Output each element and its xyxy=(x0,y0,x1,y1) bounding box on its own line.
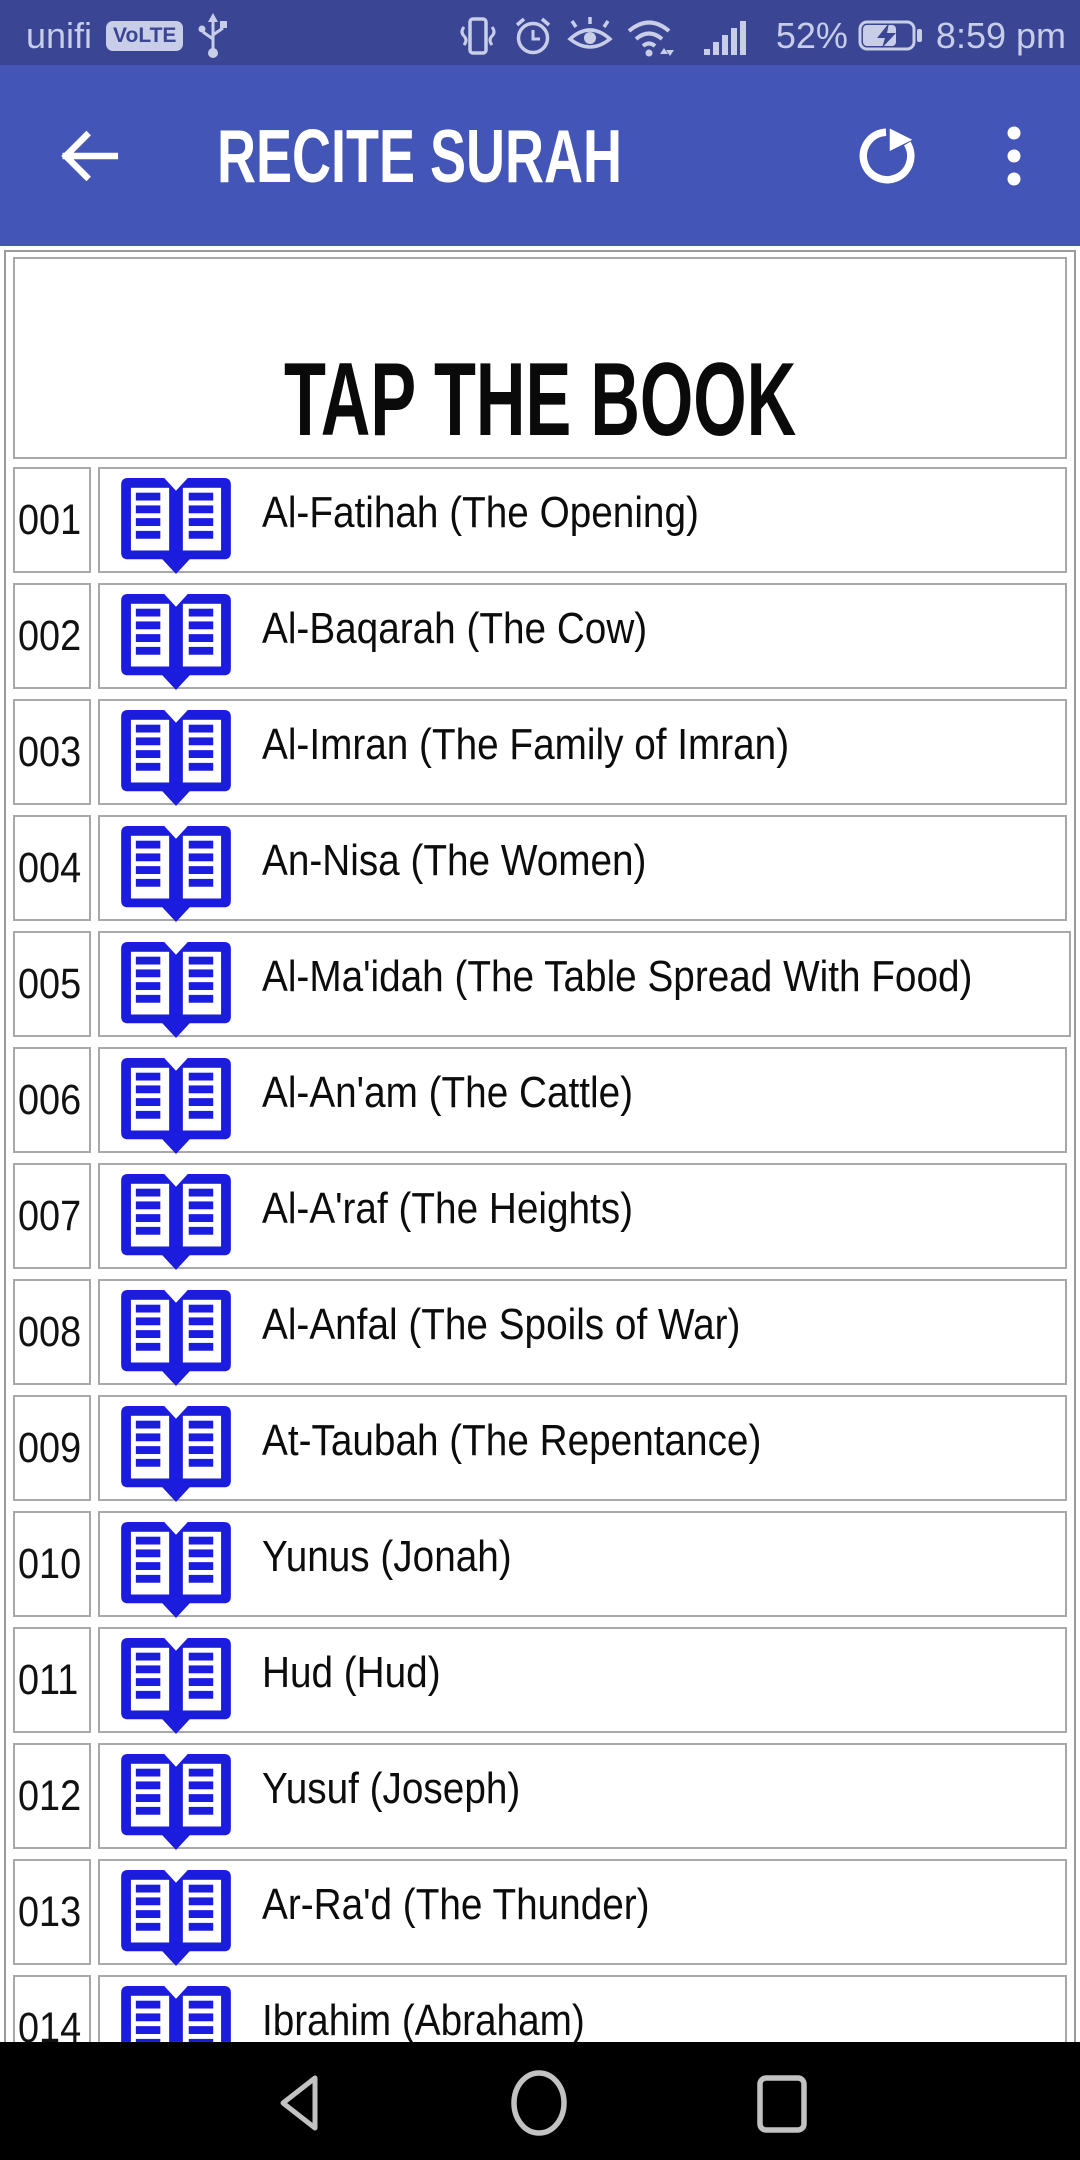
overflow-menu-icon[interactable] xyxy=(1006,124,1022,188)
surah-name: Yunus (Jonah) xyxy=(262,1532,512,1581)
status-bar: unifi VoLTE xyxy=(0,0,1080,65)
signal-strength-icon xyxy=(703,20,746,55)
surah-row: 004 An-Nisa (The Women) xyxy=(13,815,1067,921)
surah-item[interactable]: Al-Ma'idah (The Table Spread With Food) xyxy=(98,931,1072,1038)
book-icon xyxy=(120,1986,232,2042)
book-icon xyxy=(120,1290,232,1386)
book-icon xyxy=(120,1058,232,1154)
android-nav-bar xyxy=(0,2042,1080,2160)
surah-item[interactable]: At-Taubah (The Repentance) xyxy=(98,1395,1067,1501)
carrier-label: unifi xyxy=(26,14,93,56)
home-nav-icon[interactable] xyxy=(509,2070,569,2136)
list-frame: TAP THE BOOK 001 Al-Fatihah (The Opening… xyxy=(4,250,1076,2042)
surah-row: 002 Al-Baqarah (The Cow) xyxy=(13,583,1067,689)
surah-row: 005 Al-Ma'idah (The Table Spread With Fo… xyxy=(13,931,1072,1037)
surah-number: 010 xyxy=(13,1511,91,1617)
surah-row: 001 Al-Fatihah (The Opening) xyxy=(13,467,1067,573)
surah-name: At-Taubah (The Repentance) xyxy=(262,1416,762,1465)
surah-name: Yusuf (Joseph) xyxy=(262,1764,521,1813)
surah-name: An-Nisa (The Women) xyxy=(262,836,647,885)
book-icon xyxy=(120,1870,232,1966)
wifi-icon xyxy=(627,20,674,56)
book-icon xyxy=(120,1174,232,1270)
header-text: TAP THE BOOK xyxy=(283,341,797,458)
surah-item[interactable]: Al-Imran (The Family of Imran) xyxy=(98,699,1067,805)
book-icon xyxy=(120,826,232,922)
surah-name: Al-Imran (The Family of Imran) xyxy=(262,720,790,769)
page-title: RECITE SURAH xyxy=(217,113,623,198)
alarm-icon xyxy=(515,17,550,54)
surah-number: 009 xyxy=(13,1395,91,1501)
surah-number: 008 xyxy=(13,1279,91,1385)
surah-number: 002 xyxy=(13,583,91,689)
surah-name: Al-Anfal (The Spoils of War) xyxy=(262,1300,741,1349)
surah-row: 013 Ar-Ra'd (The Thunder) xyxy=(13,1859,1067,1965)
surah-number: 003 xyxy=(13,699,91,805)
surah-item[interactable]: Yusuf (Joseph) xyxy=(98,1743,1067,1849)
book-icon xyxy=(120,478,232,574)
surah-row: 011 Hud (Hud) xyxy=(13,1627,1067,1733)
book-icon xyxy=(120,1406,232,1502)
surah-row: 006 Al-An'am (The Cattle) xyxy=(13,1047,1067,1153)
tap-the-book-header: TAP THE BOOK xyxy=(13,257,1067,459)
surah-row: 014 Ibrahim (Abraham) xyxy=(13,1975,1067,2042)
volte-badge: VoLTE xyxy=(106,20,184,51)
surah-number: 007 xyxy=(13,1163,91,1269)
surah-row: 010 Yunus (Jonah) xyxy=(13,1511,1067,1617)
book-icon xyxy=(120,1638,232,1734)
surah-number: 001 xyxy=(13,467,91,573)
surah-number: 014 xyxy=(13,1975,91,2042)
surah-item[interactable]: Ar-Ra'd (The Thunder) xyxy=(98,1859,1067,1965)
surah-item[interactable]: Hud (Hud) xyxy=(98,1627,1067,1733)
surah-item[interactable]: Al-An'am (The Cattle) xyxy=(98,1047,1067,1153)
surah-number: 012 xyxy=(13,1743,91,1849)
surah-number: 005 xyxy=(13,931,91,1037)
surah-name: Hud (Hud) xyxy=(262,1648,441,1697)
back-nav-icon[interactable] xyxy=(275,2072,325,2134)
surah-name: Al-Baqarah (The Cow) xyxy=(262,604,648,653)
surah-name: Al-Ma'idah (The Table Spread With Food) xyxy=(262,952,973,1001)
back-arrow-icon[interactable] xyxy=(58,127,120,185)
book-icon xyxy=(120,710,232,806)
surah-name: Al-A'raf (The Heights) xyxy=(262,1184,634,1233)
refresh-icon[interactable] xyxy=(856,126,916,186)
recents-nav-icon[interactable] xyxy=(757,2075,807,2133)
surah-row: 008 Al-Anfal (The Spoils of War) xyxy=(13,1279,1067,1385)
surah-item[interactable]: An-Nisa (The Women) xyxy=(98,815,1067,921)
surah-item[interactable]: Ibrahim (Abraham) xyxy=(98,1975,1067,2042)
surah-item[interactable]: Al-Fatihah (The Opening) xyxy=(98,467,1067,573)
surah-name: Al-An'am (The Cattle) xyxy=(262,1068,634,1117)
surah-item[interactable]: Al-Baqarah (The Cow) xyxy=(98,583,1067,689)
surah-name: Al-Fatihah (The Opening) xyxy=(262,488,699,537)
surah-number: 013 xyxy=(13,1859,91,1965)
eye-comfort-icon xyxy=(567,16,613,49)
battery-percent: 52% xyxy=(775,14,848,56)
vibrate-icon xyxy=(460,16,496,55)
usb-icon xyxy=(198,12,228,58)
surah-item[interactable]: Yunus (Jonah) xyxy=(98,1511,1067,1617)
surah-name: Ar-Ra'd (The Thunder) xyxy=(262,1880,650,1929)
surah-name: Ibrahim (Abraham) xyxy=(262,1996,585,2042)
surah-row: 012 Yusuf (Joseph) xyxy=(13,1743,1067,1849)
surah-row: 007 Al-A'raf (The Heights) xyxy=(13,1163,1067,1269)
surah-number: 006 xyxy=(13,1047,91,1153)
book-icon xyxy=(120,1754,232,1850)
clock-label: 8:59 pm xyxy=(935,14,1066,56)
battery-charging-icon xyxy=(858,20,922,50)
surah-list-screen: TAP THE BOOK 001 Al-Fatihah (The Opening… xyxy=(0,246,1080,2042)
app-bar: RECITE SURAH xyxy=(0,65,1080,246)
surah-row: 009 At-Taubah (The Repentance) xyxy=(13,1395,1067,1501)
surah-number: 011 xyxy=(13,1627,91,1733)
surah-number: 004 xyxy=(13,815,91,921)
book-icon xyxy=(120,1522,232,1618)
book-icon xyxy=(120,942,232,1038)
surah-item[interactable]: Al-A'raf (The Heights) xyxy=(98,1163,1067,1269)
book-icon xyxy=(120,594,232,690)
surah-item[interactable]: Al-Anfal (The Spoils of War) xyxy=(98,1279,1067,1385)
surah-row: 003 Al-Imran (The Family of Imran) xyxy=(13,699,1067,805)
